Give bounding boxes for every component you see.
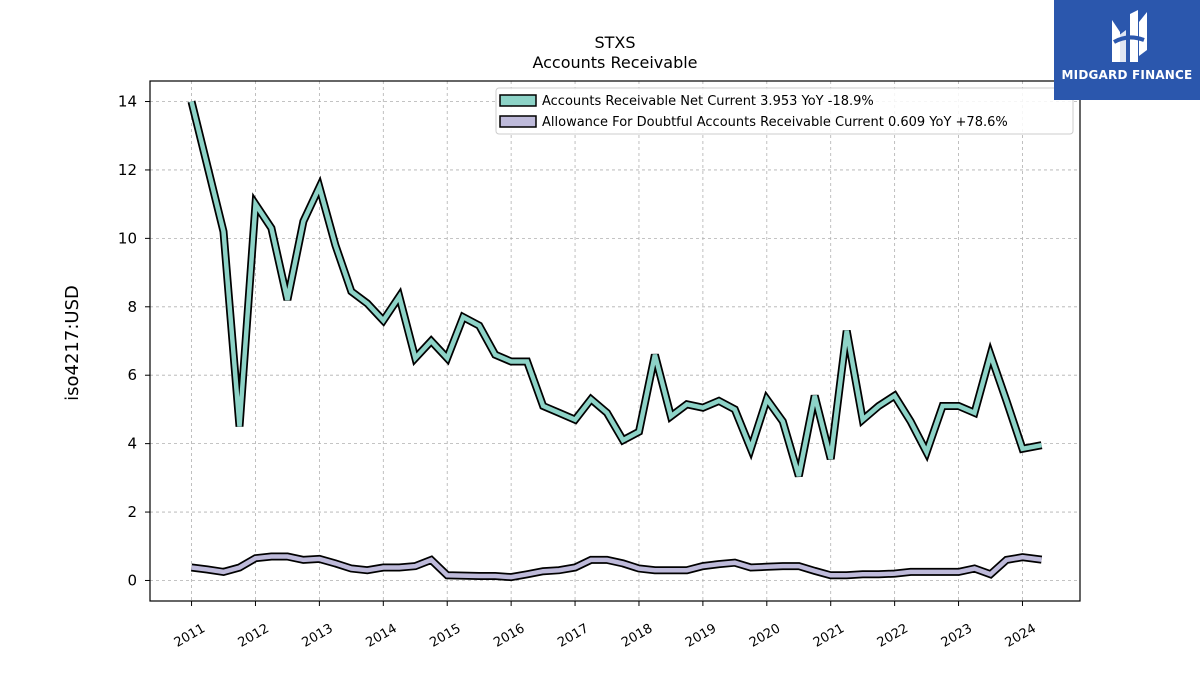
- brand-logo: MIDGARD FINANCE: [1054, 0, 1200, 100]
- x-tick-label: 2015: [427, 621, 463, 651]
- x-tick-label: 2020: [747, 621, 783, 651]
- series-line-1: [191, 554, 1042, 580]
- x-tick-label: 2018: [619, 621, 655, 651]
- y-axis: 0 2 4 6 8 10 12 14: [118, 93, 150, 589]
- legend: Accounts Receivable Net Current 3.953 Yo…: [495, 87, 1074, 135]
- x-tick-label: 2019: [683, 621, 719, 651]
- x-tick-label: 2014: [363, 621, 399, 651]
- x-tick-label: 2012: [236, 621, 272, 651]
- x-tick-label: 2024: [1003, 621, 1039, 651]
- x-tick-label: 2017: [555, 621, 591, 651]
- y-tick-label: 0: [127, 571, 137, 589]
- series-line-0: [189, 100, 1043, 477]
- x-tick-label: 2023: [939, 621, 975, 651]
- y-tick-label: 2: [127, 503, 137, 521]
- y-tick-label: 6: [127, 366, 137, 384]
- x-tick-label: 2013: [300, 621, 336, 651]
- series-layer: [187, 100, 1043, 582]
- legend-swatch-net: [499, 94, 537, 107]
- x-tick-label: 2011: [172, 621, 208, 651]
- grid: [150, 81, 1080, 601]
- logo-mark-icon: [1112, 10, 1147, 62]
- y-axis-label: iso4217:USD: [62, 285, 83, 401]
- y-tick-label: 8: [127, 298, 137, 316]
- legend-label-allowance: Allowance For Doubtful Accounts Receivab…: [542, 115, 1008, 130]
- x-tick-label: 2021: [811, 621, 847, 651]
- chart-title: STXS: [594, 33, 635, 52]
- x-tick-label: 2022: [875, 621, 911, 651]
- y-tick-label: 12: [118, 161, 137, 179]
- legend-box: [495, 87, 1074, 135]
- plot-area: [149, 80, 1081, 602]
- logo-text: MIDGARD FINANCE: [1061, 68, 1193, 82]
- y-tick-label: 10: [118, 229, 137, 247]
- y-tick-label: 4: [127, 435, 137, 453]
- chart-subtitle: Accounts Receivable: [532, 53, 697, 72]
- x-tick-label: 2016: [491, 621, 527, 651]
- x-axis: 2011 2012 2013 2014 2015 2016 2017 2018 2019 2020…: [172, 601, 1039, 651]
- legend-label-net: Accounts Receivable Net Current 3.953 Yo…: [542, 94, 874, 109]
- y-tick-label: 14: [118, 93, 137, 111]
- legend-swatch-allowance: [499, 115, 537, 128]
